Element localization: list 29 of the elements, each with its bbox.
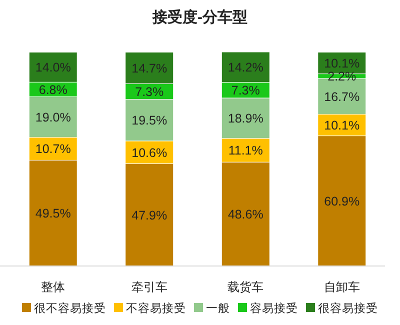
data-label: 6.8% — [38, 82, 68, 97]
data-label: 16.7% — [324, 90, 360, 104]
data-label: 10.6% — [132, 146, 168, 160]
data-label: 10.7% — [35, 142, 71, 156]
data-label: 19.0% — [35, 110, 71, 124]
data-label: 11.1% — [228, 144, 263, 158]
data-label: 14.0% — [35, 60, 71, 75]
data-label: 7.3% — [135, 84, 164, 99]
x-tick-label: 载货车 — [228, 280, 264, 294]
data-label: 14.7% — [132, 61, 168, 76]
data-label: 48.6% — [228, 208, 264, 222]
legend-label: 容易接受 — [250, 301, 298, 315]
data-label: 10.1% — [324, 56, 360, 71]
data-label: 14.2% — [228, 60, 264, 75]
data-label: 7.3% — [231, 84, 260, 98]
data-label: 19.5% — [132, 114, 168, 128]
x-tick-label: 整体 — [41, 280, 66, 294]
data-label: 18.9% — [228, 112, 264, 126]
chart-title: 接受度-分车型 — [152, 8, 248, 26]
legend-label: 很不容易接受 — [34, 301, 106, 315]
legend-label: 一般 — [206, 302, 230, 315]
data-label: 47.9% — [132, 208, 168, 222]
x-tick-label: 牵引车 — [131, 280, 168, 294]
data-label: 10.1% — [324, 118, 360, 133]
data-label: 49.5% — [35, 206, 71, 221]
data-label: 60.9% — [324, 194, 360, 208]
legend-label: 不容易接受 — [126, 301, 186, 315]
legend-label: 很容易接受 — [318, 301, 378, 315]
x-tick-label: 自卸车 — [324, 280, 360, 294]
